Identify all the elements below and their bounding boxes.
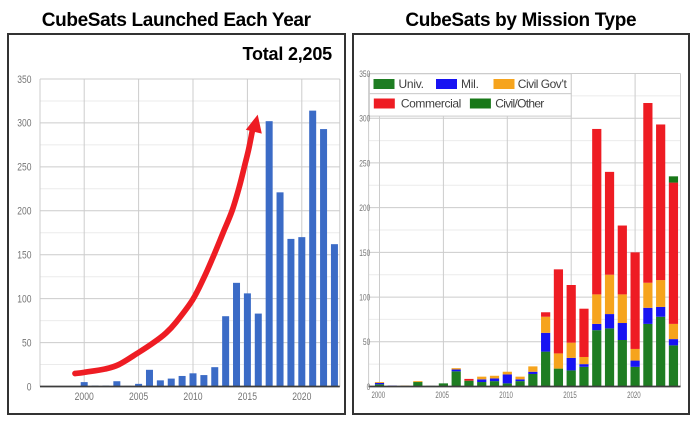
svg-text:2015: 2015	[563, 390, 577, 400]
svg-text:50: 50	[22, 337, 32, 349]
svg-text:Civil Gov’t: Civil Gov’t	[518, 77, 568, 91]
svg-text:Total 2,205: Total 2,205	[242, 44, 332, 64]
svg-text:2020: 2020	[292, 391, 311, 403]
svg-text:0: 0	[367, 382, 371, 393]
svg-text:2000: 2000	[75, 391, 94, 403]
svg-text:200: 200	[17, 206, 31, 218]
svg-text:350: 350	[17, 74, 31, 86]
svg-text:150: 150	[359, 248, 370, 259]
svg-text:2005: 2005	[435, 390, 449, 400]
svg-text:CubeSats by Mission Type: CubeSats by Mission Type	[405, 10, 636, 31]
svg-text:350: 350	[359, 69, 370, 80]
svg-text:50: 50	[363, 337, 370, 348]
svg-text:300: 300	[17, 118, 31, 130]
svg-text:250: 250	[17, 162, 31, 174]
svg-text:100: 100	[359, 293, 370, 304]
svg-text:2000: 2000	[372, 390, 386, 400]
svg-text:CubeSats Launched Each Year: CubeSats Launched Each Year	[42, 10, 312, 31]
svg-text:100: 100	[17, 293, 31, 305]
svg-text:Mil.: Mil.	[461, 77, 479, 91]
svg-text:300: 300	[359, 114, 370, 125]
svg-text:250: 250	[359, 158, 370, 169]
svg-text:Commercial: Commercial	[401, 96, 461, 110]
svg-text:0: 0	[27, 381, 32, 393]
svg-text:200: 200	[359, 203, 370, 214]
svg-text:2015: 2015	[238, 391, 257, 403]
svg-text:Univ.: Univ.	[399, 77, 424, 91]
svg-text:2010: 2010	[499, 390, 513, 400]
svg-text:Civil/Other: Civil/Other	[495, 96, 544, 110]
svg-text:150: 150	[17, 250, 31, 262]
svg-text:2010: 2010	[183, 391, 202, 403]
svg-text:2020: 2020	[627, 390, 641, 400]
svg-text:2005: 2005	[129, 391, 148, 403]
